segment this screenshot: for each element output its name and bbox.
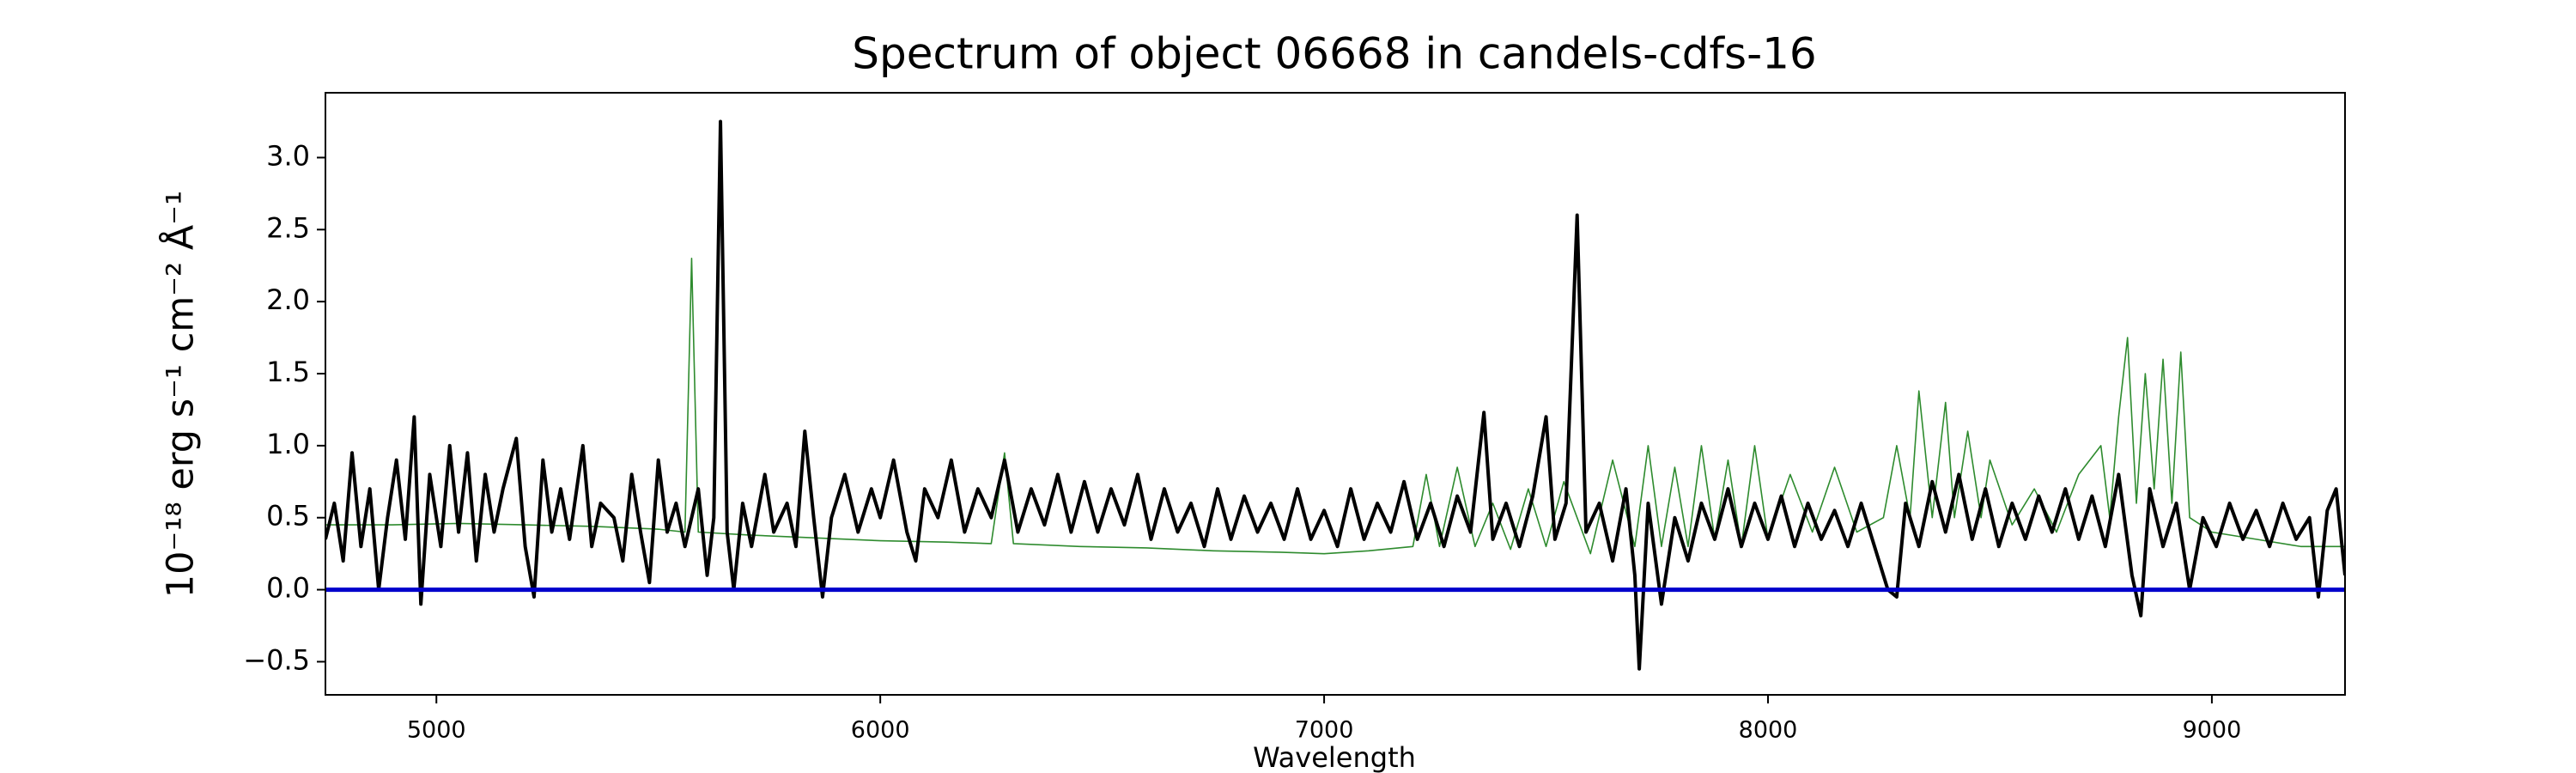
x-tick-label: 8000 [1739, 717, 1798, 744]
y-tick-label: 0.5 [266, 500, 310, 533]
x-axis-label: Wavelength [1253, 741, 1416, 773]
y-axis-label: 10⁻¹⁸ erg s⁻¹ cm⁻² Å⁻¹ [159, 191, 203, 598]
x-tick-label: 7000 [1295, 717, 1354, 744]
y-tick-label: 1.0 [266, 428, 310, 460]
chart-title: Spectrum of object 06668 in candels-cdfs… [852, 29, 1817, 79]
plot-frame [325, 92, 2346, 696]
y-tick-label: 1.5 [266, 356, 310, 388]
y-tick-label: 0.0 [266, 572, 310, 605]
x-tick-label: 5000 [407, 717, 466, 744]
y-tick-label: 2.0 [266, 283, 310, 316]
y-tick-label: −0.5 [243, 643, 310, 676]
spectrum-line [325, 258, 2345, 555]
y-tick-label: 3.0 [266, 139, 310, 172]
x-tick-label: 9000 [2183, 717, 2242, 744]
y-tick-label: 2.5 [266, 211, 310, 244]
x-tick-label: 6000 [851, 717, 910, 744]
spectrum-line [325, 119, 2345, 671]
